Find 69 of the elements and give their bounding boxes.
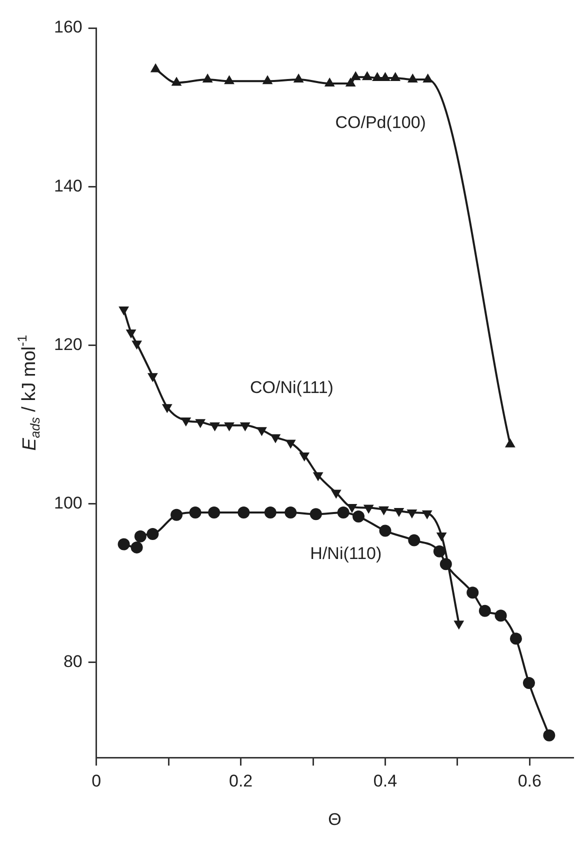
point: [436, 532, 447, 542]
point: [408, 534, 420, 546]
point: [379, 524, 392, 537]
point: [224, 422, 234, 432]
point: [299, 452, 310, 462]
y-tick-label: 80: [63, 652, 82, 672]
y-tick-label: 160: [54, 18, 82, 37]
point: [202, 74, 213, 83]
point: [330, 490, 342, 499]
point: [363, 504, 374, 514]
point: [350, 71, 361, 80]
point: [466, 586, 479, 599]
point: [171, 76, 182, 86]
point: [285, 440, 296, 449]
point: [293, 74, 304, 83]
point: [270, 434, 281, 444]
point: [146, 528, 159, 540]
x-tick-label: 0.4: [373, 771, 398, 790]
point: [189, 506, 202, 519]
point: [240, 422, 250, 432]
point: [130, 541, 143, 554]
point: [150, 63, 161, 72]
point: [210, 422, 220, 432]
series-label: H/Ni(110): [310, 544, 382, 563]
point: [312, 472, 324, 482]
point: [195, 419, 206, 428]
point: [422, 74, 434, 83]
point: [118, 538, 130, 550]
point: [310, 508, 322, 520]
point: [180, 418, 192, 427]
point: [422, 510, 432, 520]
point: [380, 72, 390, 81]
point: [170, 508, 183, 521]
point: [262, 75, 273, 84]
x-tick-label: 0.6: [518, 771, 542, 790]
x-tick-label: 0: [92, 771, 102, 790]
point: [372, 72, 382, 81]
x-axis-title: Θ: [328, 810, 342, 830]
point: [362, 71, 372, 80]
point: [478, 604, 491, 617]
y-tick-label: 140: [54, 176, 82, 196]
point: [238, 506, 250, 519]
point: [394, 508, 404, 517]
point: [256, 427, 267, 436]
point: [352, 510, 365, 523]
point: [346, 504, 358, 513]
point: [284, 506, 297, 519]
point: [378, 506, 389, 516]
point: [324, 78, 335, 87]
series-label: CO/Pd(100): [335, 113, 426, 132]
point: [208, 506, 220, 519]
point: [494, 610, 507, 622]
point: [510, 632, 522, 645]
point: [264, 506, 276, 519]
point: [407, 74, 418, 83]
point: [433, 545, 446, 558]
point: [406, 510, 418, 519]
y-tick-label: 120: [54, 334, 82, 354]
x-tick-label: 0.2: [228, 771, 253, 790]
point: [454, 620, 464, 630]
y-tick-label: 100: [54, 494, 82, 513]
y-axis-title: Eads / kJ mol-1: [14, 334, 43, 451]
point: [224, 75, 234, 84]
point: [345, 78, 356, 87]
point: [390, 72, 401, 81]
point: [134, 530, 146, 542]
series-label: CO/Ni(111): [250, 378, 334, 397]
point: [337, 506, 350, 519]
point: [522, 677, 535, 690]
